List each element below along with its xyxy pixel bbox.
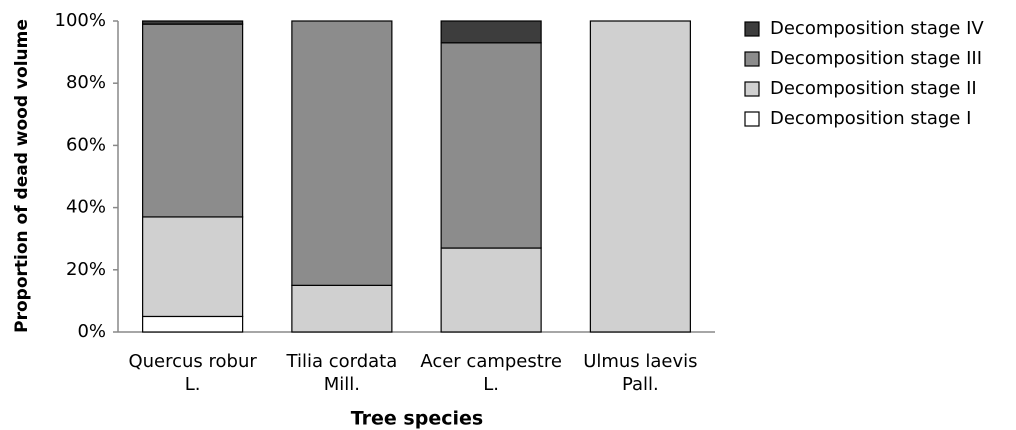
- y-tick-label: 0%: [77, 321, 106, 342]
- legend-swatch: [744, 111, 760, 127]
- legend-label: Decomposition stage IV: [770, 18, 984, 39]
- bar-segment: [142, 216, 244, 318]
- bar-segment: [440, 42, 542, 249]
- y-tick-label: 20%: [66, 259, 106, 280]
- bar-segment: [291, 20, 393, 286]
- y-tick-label: 100%: [55, 10, 106, 31]
- x-tick-label: Acer campestre L.: [420, 351, 562, 395]
- legend-label: Decomposition stage I: [770, 108, 971, 129]
- bar-segment: [291, 284, 393, 333]
- bar-segment: [142, 23, 244, 218]
- bar-segment: [440, 247, 542, 333]
- bar-segment: [589, 20, 691, 333]
- legend-swatch: [744, 21, 760, 37]
- x-tick-label: Tilia cordata Mill.: [286, 351, 398, 395]
- y-axis-label: Proportion of dead wood volume: [12, 19, 32, 333]
- legend-swatch: [744, 81, 760, 97]
- bar-segment: [142, 20, 244, 25]
- legend-swatch: [744, 51, 760, 67]
- y-tick-label: 80%: [66, 72, 106, 93]
- legend-label: Decomposition stage III: [770, 48, 982, 69]
- bar-segment: [440, 20, 542, 44]
- legend-label: Decomposition stage II: [770, 78, 977, 99]
- x-axis-label: Tree species: [351, 408, 483, 430]
- x-tick-label: Ulmus laevis Pall.: [583, 351, 698, 395]
- x-tick-label: Quercus robur L.: [128, 351, 257, 395]
- y-tick-label: 60%: [66, 134, 106, 155]
- y-tick-label: 40%: [66, 197, 106, 218]
- bar-segment: [142, 315, 244, 333]
